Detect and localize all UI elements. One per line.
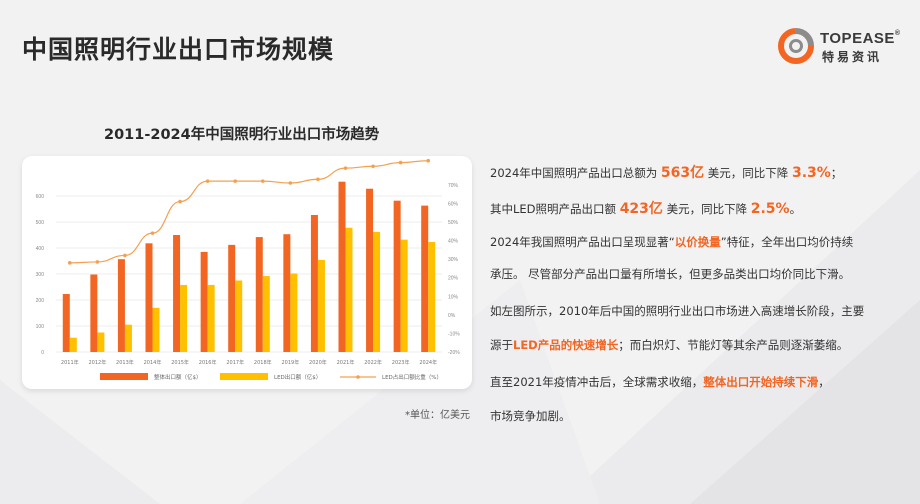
bar-led-export: [207, 284, 215, 352]
bar-total-export: [393, 200, 401, 352]
y-left-tick-label: 200: [36, 298, 45, 304]
logo-text-cn: 特易资讯: [822, 50, 883, 64]
line-point: [150, 231, 155, 235]
x-tick-label: 2018年: [254, 359, 272, 366]
bar-total-export: [228, 244, 236, 352]
paragraph-2: 其中LED照明产品出口额 423亿 美元，同比下降 2.5%。: [490, 201, 802, 217]
y-left-tick-label: 300: [36, 272, 45, 278]
line-point: [178, 199, 182, 204]
y-right-tick-label: 10%: [448, 294, 459, 300]
bar-total-export: [90, 274, 98, 352]
unit-note: *单位：亿美元: [405, 410, 470, 421]
y-right-tick-label: 60%: [448, 201, 459, 207]
bar-led-export: [124, 324, 132, 352]
y-right-tick-label: 20%: [448, 276, 459, 282]
legend-label: LED占出口额比重（%）: [382, 373, 442, 381]
x-tick-label: 2022年: [364, 359, 382, 366]
y-left-tick-label: 100: [36, 324, 45, 330]
line-point: [343, 166, 348, 170]
line-point: [95, 260, 100, 264]
bar-led-export: [290, 273, 298, 352]
page-title: 中国照明行业出口市场规模: [22, 35, 335, 64]
bar-total-export: [200, 251, 208, 352]
y-right-tick-label: 50%: [448, 220, 459, 226]
bar-led-export: [345, 227, 353, 352]
bar-led-export: [400, 239, 408, 352]
bar-led-export: [69, 337, 77, 352]
x-tick-label: 2023年: [392, 359, 410, 366]
y-left-tick-label: 500: [36, 220, 45, 226]
x-tick-label: 2013年: [116, 359, 134, 366]
bar-led-export: [235, 280, 243, 352]
line-point: [371, 164, 375, 169]
bar-total-export: [145, 243, 153, 352]
bar-total-export: [173, 235, 181, 352]
legend-label: 整体出口额（亿$）: [154, 373, 202, 381]
ring-logo-icon: [778, 28, 814, 64]
y-right-tick-label: 40%: [448, 239, 459, 245]
logo-text-en: TOPEASE®: [820, 30, 901, 47]
line-point: [398, 160, 403, 165]
paragraph-5: 如左图所示，2010年后中国的照明行业出口市场进入高速增长阶段，主要: [490, 304, 865, 318]
chart-card: 0 100 200 300 400 500 600 -20% -10% 0% 10% 20% 30% 40…: [22, 156, 472, 389]
paragraph-8: 市场竞争加剧。: [490, 409, 571, 423]
line-led-share: [69, 160, 429, 264]
combo-chart: 0 100 200 300 400 500 600 -20% -10% 0% 10% 20% 30% 40…: [36, 158, 460, 381]
x-tick-label: 2017年: [226, 359, 244, 366]
x-tick-label: 2012年: [88, 359, 106, 366]
legend-swatch: [100, 373, 148, 380]
bar-led-export: [262, 276, 270, 352]
paragraph-3: 2024年我国照明产品出口呈现显著“以价换量”特征，全年出口均价持续: [490, 235, 854, 249]
line-point: [426, 158, 431, 163]
line-point: [233, 179, 238, 183]
bar-led-export: [428, 242, 436, 352]
bar-total-export: [421, 205, 429, 352]
line-point: [205, 179, 210, 183]
bar-total-export: [62, 294, 70, 352]
y-left-tick-label: 600: [36, 194, 45, 200]
x-tick-label: 2019年: [281, 359, 299, 366]
bar-total-export: [310, 214, 318, 352]
x-tick-label: 2021年: [337, 359, 355, 366]
paragraph-7: 直至2021年疫情冲击后，全球需求收缩，整体出口开始持续下滑，: [490, 375, 830, 389]
y-right-tick-label: -10%: [448, 331, 460, 337]
bar-total-export: [366, 188, 374, 352]
bar-total-export: [338, 181, 346, 352]
x-tick-label: 2024年: [419, 359, 437, 366]
chart-title: 2011-2024年中国照明行业出口市场趋势: [104, 127, 380, 143]
x-tick-label: 2014年: [144, 359, 162, 366]
y-right-tick-label: 30%: [448, 257, 459, 263]
x-tick-label: 2015年: [171, 359, 189, 366]
x-tick-label: 2020年: [309, 359, 327, 366]
x-tick-label: 2016年: [199, 359, 217, 366]
line-point: [316, 177, 320, 182]
bar-led-export: [152, 307, 160, 352]
y-left-tick-label: 0: [41, 350, 44, 356]
brand-logo: TOPEASE® 特易资讯: [778, 26, 901, 66]
paragraph-1: 2024年中国照明产品出口总额为 563亿 美元，同比下降 3.3%；: [490, 165, 843, 181]
y-right-tick-label: -20%: [448, 350, 460, 356]
bar-led-export: [97, 332, 105, 352]
paragraph-4: 承压。 尽管部分产品出口量有所增长，但更多品类出口均价同比下滑。: [490, 267, 851, 281]
bar-total-export: [283, 234, 291, 352]
bar-led-export: [373, 231, 381, 352]
x-tick-label: 2011年: [61, 359, 79, 366]
bar-total-export: [255, 237, 263, 352]
y-right-tick-label: 0%: [448, 313, 456, 319]
legend-swatch: [220, 373, 268, 380]
y-left-tick-label: 400: [36, 246, 45, 252]
bar-led-export: [180, 284, 188, 352]
line-point: [260, 179, 265, 183]
line-point: [67, 261, 72, 265]
bar-total-export: [117, 259, 125, 352]
line-point: [288, 181, 293, 185]
y-right-tick-label: 70%: [448, 183, 459, 189]
bar-led-export: [317, 259, 325, 352]
line-point: [123, 253, 127, 258]
legend-label: LED出口额（亿$）: [274, 373, 321, 381]
legend-swatch-point: [356, 375, 360, 379]
paragraph-6: 源于LED产品的快速增长；而白炽灯、节能灯等其余产品则逐渐萎缩。: [490, 338, 849, 352]
